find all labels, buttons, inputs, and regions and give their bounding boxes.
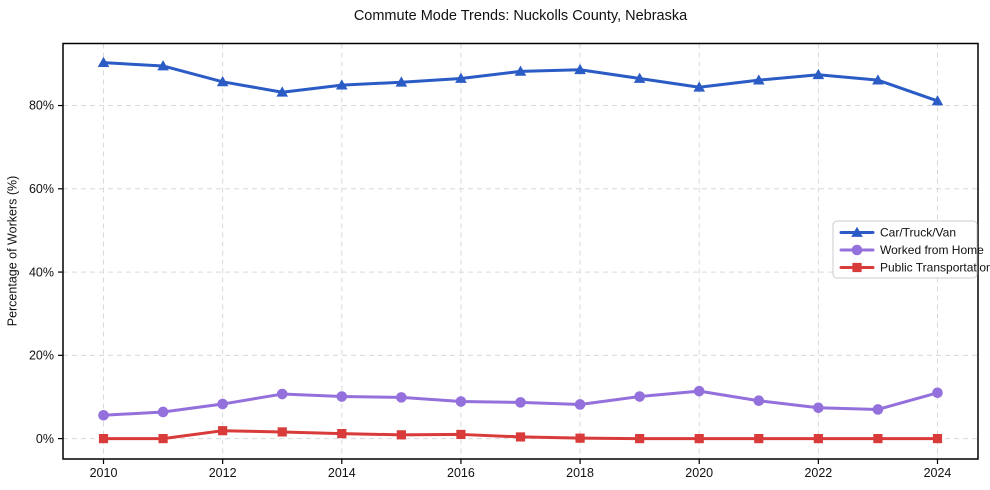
data-point-marker	[455, 72, 467, 83]
data-point-marker	[813, 402, 824, 414]
data-point-marker	[574, 399, 586, 410]
y-tick-label: 60%	[29, 182, 54, 196]
data-point-marker	[932, 387, 943, 399]
legend-label: Public Transportation	[880, 261, 990, 275]
y-tick-label: 0%	[36, 432, 54, 446]
data-point-marker	[336, 391, 348, 402]
data-point-marker	[514, 65, 527, 76]
data-point-marker	[633, 72, 646, 83]
legend-sample-marker	[851, 226, 863, 237]
data-point-marker	[395, 76, 408, 87]
data-point-marker	[515, 397, 526, 408]
legend: Car/Truck/Van Worked from Home Public Tran…	[832, 220, 990, 279]
series-car-truck-van	[97, 56, 944, 106]
y-tick-label: 80%	[29, 99, 54, 113]
x-tick-label: 2012	[209, 466, 237, 480]
series-worked-from-home	[98, 385, 943, 421]
legend-sample-marker	[852, 262, 862, 273]
data-point-marker	[276, 388, 288, 400]
data-point-marker	[872, 74, 884, 85]
data-point-marker	[813, 433, 823, 444]
data-point-marker	[277, 427, 287, 437]
data-point-marker	[635, 433, 645, 444]
data-point-marker	[694, 433, 704, 444]
data-point-marker	[157, 60, 169, 71]
x-tick-label: 2022	[804, 466, 832, 480]
data-point-marker	[396, 392, 407, 403]
data-point-marker	[158, 433, 168, 444]
data-point-marker	[218, 426, 228, 436]
data-point-marker	[216, 76, 229, 87]
data-point-marker	[574, 63, 586, 75]
x-tick-label: 2024	[924, 466, 952, 480]
data-point-marker	[456, 429, 466, 440]
legend-sample-marker	[851, 244, 863, 256]
legend-label: Car/Truck/Van	[880, 226, 956, 240]
data-point-marker	[873, 433, 883, 444]
data-point-marker	[754, 433, 764, 444]
legend-label: Worked from Home	[880, 243, 984, 257]
x-tick-label: 2010	[90, 466, 118, 480]
data-point-marker	[515, 432, 526, 442]
data-point-marker	[693, 385, 705, 397]
legend-box	[832, 220, 978, 279]
y-tick-label: 20%	[29, 349, 54, 363]
x-tick-label: 2018	[566, 466, 594, 480]
x-tick-label: 2016	[447, 466, 475, 480]
data-point-marker	[872, 404, 884, 415]
data-point-marker	[752, 74, 765, 85]
data-point-marker	[157, 406, 169, 418]
x-tick-label: 2020	[685, 466, 713, 480]
data-point-marker	[396, 430, 406, 440]
data-point-marker	[812, 68, 825, 80]
x-tick-label: 2014	[328, 466, 356, 480]
data-point-marker	[634, 391, 645, 402]
data-point-marker	[97, 56, 110, 68]
chart-title: Commute Mode Trends: Nuckolls County, Ne…	[353, 8, 688, 24]
data-point-marker	[217, 398, 228, 410]
data-point-marker	[276, 86, 289, 97]
data-point-marker	[932, 433, 943, 444]
data-point-marker	[98, 433, 109, 444]
data-point-marker	[931, 95, 944, 106]
data-point-marker	[693, 81, 706, 92]
data-point-marker	[753, 395, 765, 407]
data-point-marker	[335, 79, 348, 90]
data-point-marker	[575, 433, 585, 443]
series-public-transportation	[98, 426, 943, 444]
data-point-marker	[337, 429, 347, 439]
y-tick-label: 40%	[29, 265, 54, 279]
data-point-marker	[455, 396, 467, 407]
data-point-marker	[98, 409, 109, 421]
y-axis-label: Percentage of Workers (%)	[5, 175, 20, 327]
plot-border	[62, 42, 979, 460]
